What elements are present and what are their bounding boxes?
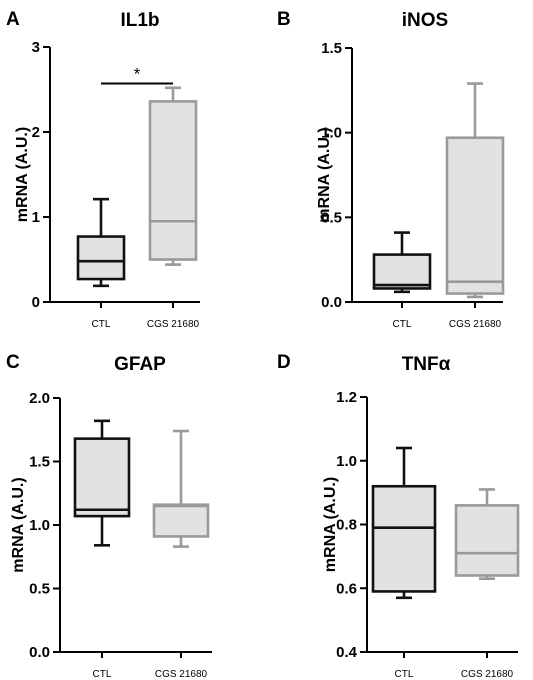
y-tick-label: 0.8 bbox=[336, 517, 357, 534]
box-iqr bbox=[152, 503, 210, 538]
panel-letter: B bbox=[277, 9, 291, 30]
x-tick-label: CTL bbox=[93, 669, 112, 680]
y-tick-label: 1 bbox=[32, 209, 40, 226]
y-tick-label: 0.0 bbox=[29, 644, 50, 661]
box-iqr bbox=[148, 100, 198, 261]
chart-title: iNOS bbox=[402, 10, 448, 31]
panel-c: C GFAP mRNA (A.U.) 0.0 0.5 1.0 1.5 2.0 CTL CGS 21… bbox=[6, 352, 212, 680]
y-tick-label: 0.5 bbox=[321, 209, 342, 226]
chart-title: GFAP bbox=[114, 354, 166, 375]
box-cgs-21680 bbox=[454, 488, 520, 580]
panel-letter: C bbox=[6, 352, 20, 373]
box-iqr bbox=[445, 136, 505, 295]
box-iqr bbox=[372, 253, 432, 290]
y-tick-label: 1.0 bbox=[336, 453, 357, 470]
box-iqr bbox=[454, 504, 520, 577]
y-tick-label: 2.0 bbox=[29, 390, 50, 407]
y-tick-label: 3 bbox=[32, 39, 40, 56]
panel-letter: D bbox=[277, 352, 291, 373]
panel-d: D TNFα mRNA (A.U.) 0.4 0.6 0.8 1.0 1.2 CTL CGS 21… bbox=[277, 352, 520, 680]
y-axis-label: mRNA (A.U.) bbox=[10, 477, 27, 572]
x-tick-label: CTL bbox=[92, 319, 111, 330]
x-tick-label: CTL bbox=[393, 319, 412, 330]
y-tick-label: 0 bbox=[32, 294, 40, 311]
box-iqr bbox=[73, 437, 131, 518]
box-cgs-21680 bbox=[148, 86, 198, 266]
panel-letter: A bbox=[6, 9, 20, 30]
y-tick-label: 0.6 bbox=[336, 580, 357, 597]
y-tick-label: 0.0 bbox=[321, 294, 342, 311]
panel-a: A IL1b mRNA (A.U.) 0 1 2 3 CTL CGS 21680 * bbox=[6, 9, 200, 330]
box-ctl bbox=[372, 231, 432, 294]
x-tick-label: CGS 21680 bbox=[449, 319, 502, 330]
x-tick-label: CGS 21680 bbox=[155, 669, 208, 680]
y-axis-label: mRNA (A.U.) bbox=[316, 127, 333, 222]
y-tick-label: 1.0 bbox=[29, 517, 50, 534]
box-iqr bbox=[371, 484, 437, 593]
y-tick-label: 0.4 bbox=[336, 644, 358, 661]
box-ctl bbox=[371, 446, 437, 600]
x-tick-label: CGS 21680 bbox=[461, 669, 514, 680]
chart-title: TNFα bbox=[402, 354, 451, 375]
box-ctl bbox=[73, 419, 131, 547]
y-tick-label: 1.0 bbox=[321, 125, 342, 142]
y-tick-label: 1.5 bbox=[29, 454, 50, 471]
box-ctl bbox=[76, 197, 126, 288]
y-tick-label: 0.5 bbox=[29, 581, 50, 598]
y-tick-label: 2 bbox=[32, 124, 40, 141]
box-cgs-21680 bbox=[152, 429, 210, 548]
x-tick-label: CGS 21680 bbox=[147, 319, 200, 330]
chart-title: IL1b bbox=[120, 10, 159, 31]
x-tick-label: CTL bbox=[395, 669, 414, 680]
y-tick-label: 1.2 bbox=[336, 389, 357, 406]
significance-label: * bbox=[134, 65, 141, 84]
box-iqr bbox=[76, 235, 126, 281]
y-axis-label: mRNA (A.U.) bbox=[322, 477, 339, 572]
box-cgs-21680 bbox=[445, 82, 505, 299]
y-axis-label: mRNA (A.U.) bbox=[14, 127, 31, 222]
y-tick-label: 1.5 bbox=[321, 40, 342, 57]
